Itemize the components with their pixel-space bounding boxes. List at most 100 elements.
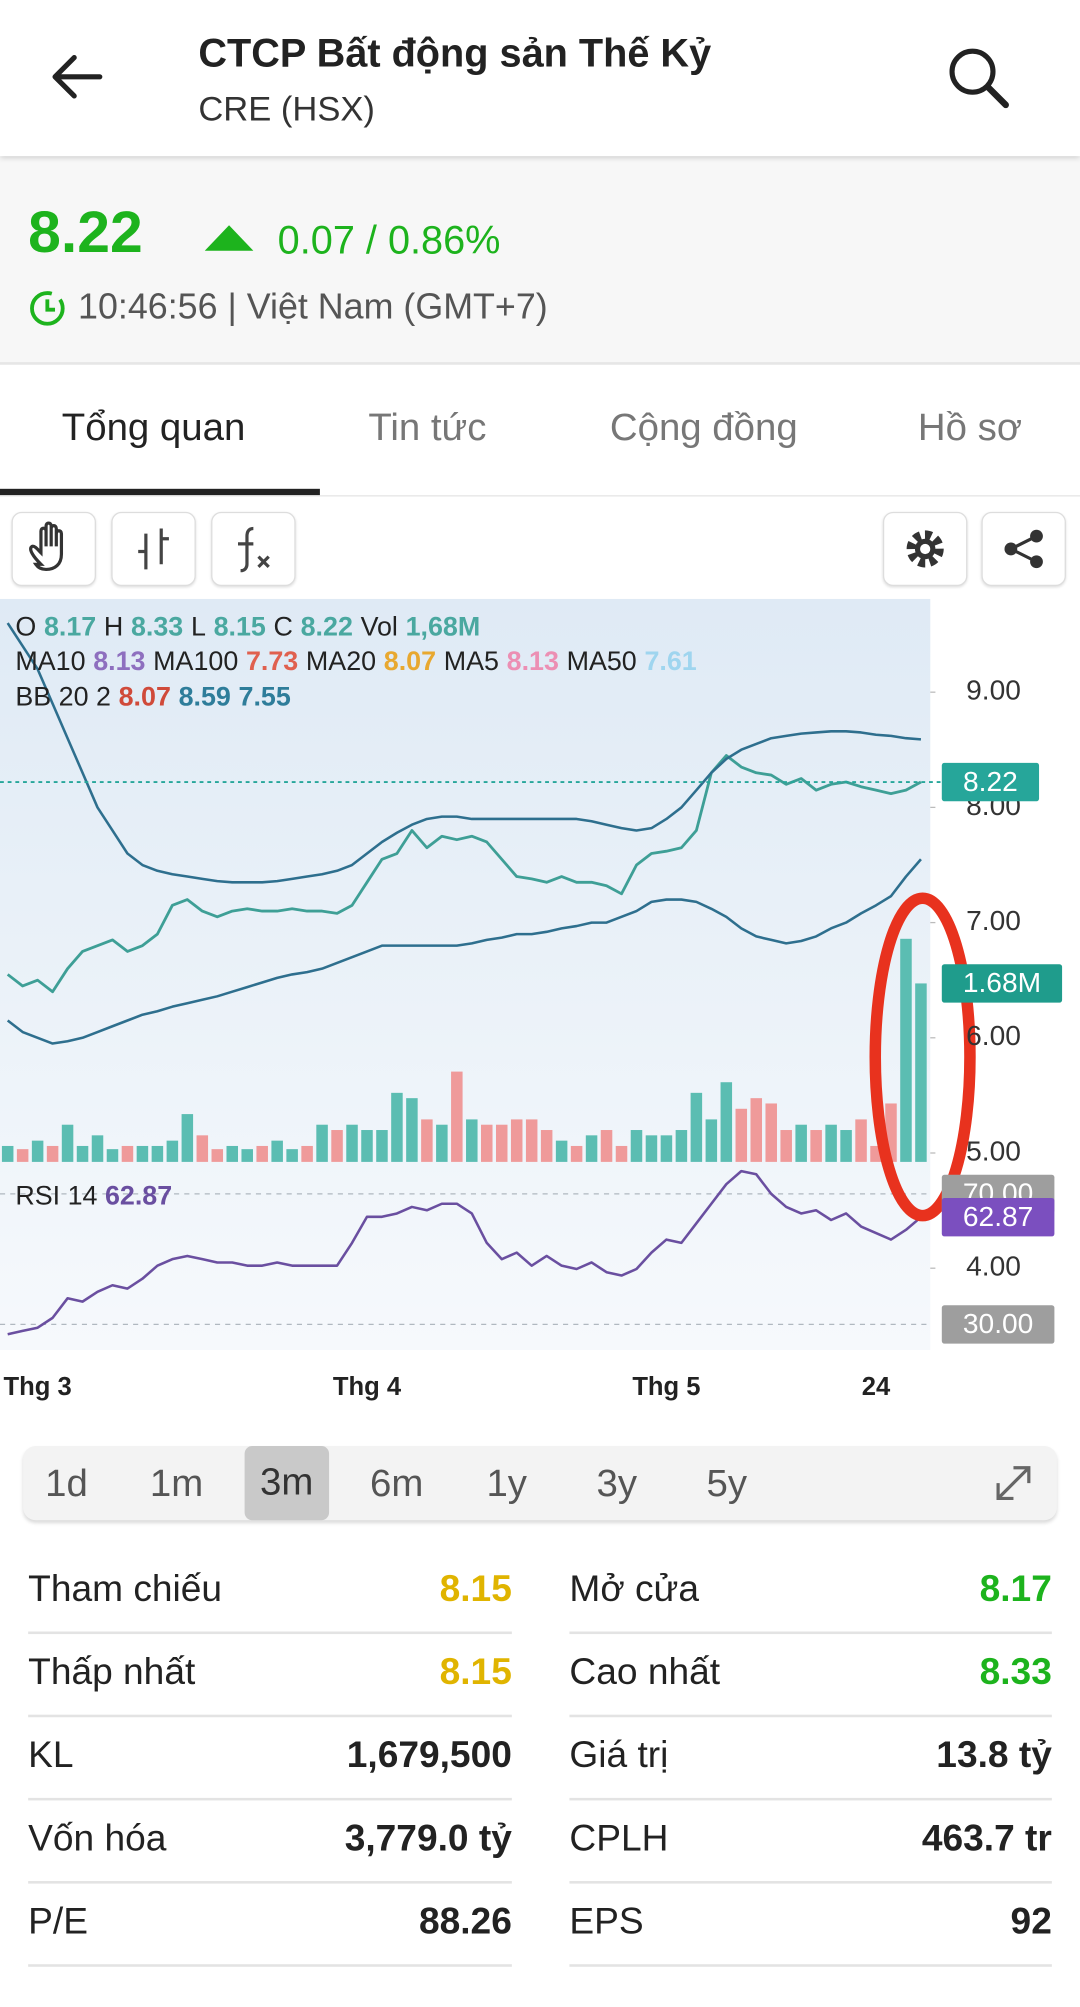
stat-label: KL	[28, 1735, 74, 1777]
period-button[interactable]: 3y	[596, 1462, 638, 1505]
volume-bar	[585, 1135, 598, 1162]
volume-bar	[16, 1149, 29, 1162]
period-button[interactable]: 1d	[45, 1462, 88, 1505]
row-separator	[569, 1881, 1052, 1884]
stat-value: 8.15	[439, 1651, 512, 1693]
volume-bar	[451, 1071, 463, 1162]
last-price-badge	[941, 762, 1040, 802]
legend-value: 8.07	[384, 646, 436, 676]
share-tool[interactable]	[981, 511, 1066, 587]
stat-value: 8.15	[439, 1568, 512, 1610]
x-tick-label: Thg 4	[333, 1373, 402, 1401]
stat-value: 463.7 tr	[921, 1818, 1052, 1860]
y-tick-label: 9.00	[966, 675, 1021, 706]
volume-bar	[540, 1130, 553, 1162]
row-separator	[28, 1964, 512, 1967]
row-separator	[569, 1964, 1052, 1967]
volume-bar	[645, 1135, 658, 1162]
volume-bar	[870, 1145, 882, 1162]
search-button[interactable]	[944, 44, 1013, 113]
volume-bar	[840, 1130, 852, 1162]
volume-bar	[1, 1145, 14, 1162]
volume-bar	[241, 1149, 253, 1162]
volume-bar	[810, 1130, 822, 1162]
tab-divider	[0, 495, 1080, 497]
row-separator	[28, 1631, 512, 1635]
row-separator	[569, 1631, 1052, 1635]
volume-bar	[855, 1119, 867, 1162]
volume-bar	[406, 1098, 418, 1162]
rsi-level-label: 30.00	[963, 1308, 1033, 1339]
legend-label: MA5	[444, 646, 499, 676]
volume-bar	[46, 1145, 59, 1162]
row-separator	[569, 1797, 1052, 1801]
stat-value: 8.17	[979, 1568, 1052, 1610]
legend-value: 8.17	[44, 611, 96, 641]
candle-tool[interactable]	[111, 511, 196, 587]
stat-value: 92	[1010, 1901, 1052, 1943]
period-button[interactable]: 1m	[149, 1462, 204, 1505]
volume-bar	[555, 1140, 568, 1162]
legend-value: 7.73	[246, 646, 298, 676]
bb-legend: BB 20 2 8.07 8.59 7.55	[15, 682, 291, 712]
stat-value: 88.26	[418, 1901, 512, 1943]
settings-tool[interactable]	[882, 511, 968, 587]
tab[interactable]: Tin tức	[368, 406, 487, 450]
volume-bar	[61, 1124, 74, 1162]
legend-label: L	[191, 611, 206, 641]
volume-bar	[211, 1149, 224, 1162]
volume-bar	[765, 1103, 777, 1162]
tab[interactable]: Tổng quan	[61, 406, 246, 450]
volume-bar	[915, 983, 927, 1162]
rsi-value: 62.87	[105, 1181, 172, 1211]
stat-value: 3,779.0 tỷ	[344, 1818, 512, 1860]
volume-bar	[570, 1145, 583, 1162]
volume-bar	[675, 1130, 688, 1162]
expand-button[interactable]	[993, 1463, 1034, 1504]
volume-bar	[76, 1145, 89, 1162]
tab[interactable]: Hồ sơ	[917, 406, 1023, 450]
tab[interactable]: Cộng đồng	[609, 406, 798, 450]
volume-bar	[136, 1145, 149, 1162]
pan-tool[interactable]	[11, 511, 96, 587]
rsi-level-badge	[941, 1305, 1055, 1344]
indicator-tool[interactable]	[211, 511, 296, 587]
volume-bar	[361, 1130, 373, 1162]
period-button[interactable]: 5y	[706, 1462, 748, 1505]
period-button[interactable]: 1y	[486, 1462, 528, 1505]
volume-bar	[481, 1124, 493, 1162]
rsi-line	[7, 1169, 922, 1336]
stat-label: Thấp nhất	[28, 1651, 196, 1693]
row-separator	[28, 1714, 512, 1718]
period-button[interactable]: 6m	[370, 1462, 424, 1505]
stat-value: 13.8 tỷ	[936, 1735, 1052, 1777]
volume-bar	[780, 1130, 792, 1162]
volume-bar	[226, 1145, 239, 1162]
y-tick-label: 5.00	[966, 1135, 1021, 1166]
volume-bar	[705, 1119, 718, 1162]
stat-value: 1,679,500	[346, 1735, 512, 1777]
stat-label: Giá trị	[569, 1735, 669, 1777]
x-tick-label: 24	[862, 1373, 891, 1401]
legend-label: MA20	[306, 646, 376, 676]
volume-bar	[660, 1135, 673, 1162]
volume-bar	[106, 1149, 119, 1162]
period-button[interactable]: 3m	[244, 1445, 329, 1521]
volume-bar	[271, 1140, 283, 1162]
stat-label: CPLH	[569, 1818, 669, 1860]
volume-bar	[421, 1119, 433, 1162]
row-separator	[28, 1881, 512, 1884]
app-header: CTCP Bất động sản Thế Kỷ CRE (HSX)	[0, 0, 1080, 157]
rsi-label: RSI 14	[15, 1181, 97, 1211]
volume-bar	[720, 1082, 733, 1162]
legend-value: 8.13	[507, 646, 559, 676]
legend-label: BB 20 2	[15, 682, 111, 712]
volume-bar	[91, 1135, 104, 1162]
volume-bar	[196, 1135, 209, 1162]
tab-underline	[0, 488, 320, 496]
volume-bar	[436, 1124, 448, 1162]
back-button[interactable]	[49, 51, 105, 102]
stat-label: P/E	[28, 1901, 88, 1943]
volume-bar	[346, 1124, 358, 1162]
